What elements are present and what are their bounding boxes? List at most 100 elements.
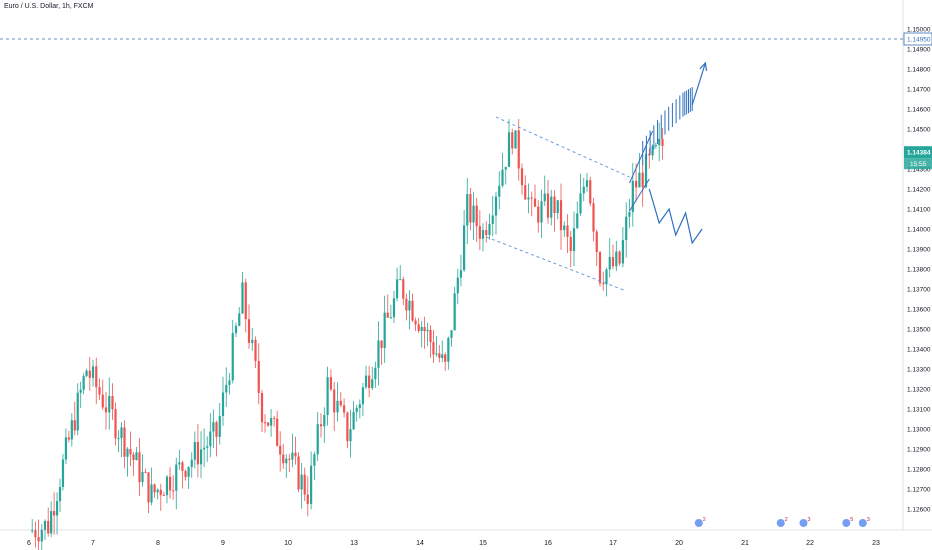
countdown-box [904,158,932,170]
candle-body [546,193,550,218]
level-price-label: 1.14950 [907,37,931,44]
candle-body [635,180,638,188]
candle-body [374,367,377,380]
candle-body [595,231,598,253]
candles [31,119,664,550]
candle-body [175,464,178,491]
candle-body [76,392,79,431]
price-tick-label: 1.12800 [907,467,931,474]
candle-body [126,448,129,457]
candle-body [215,422,218,437]
bullish-arrow-line[interactable] [691,62,706,106]
candle-body [514,130,517,149]
candle-body [285,458,288,464]
candle-body [368,375,371,389]
candle-body [108,396,111,413]
candle-body [153,484,156,493]
candle-body [117,438,120,440]
time-tick-label: 9 [221,540,225,547]
candle-body [463,225,466,271]
candle-body [507,132,511,167]
candle-body [199,449,203,465]
event-marker[interactable]: 5 [842,517,853,527]
price-tick-label: 1.14100 [907,207,931,214]
candle-body [399,279,402,281]
candle-body [537,206,540,223]
candle-body [527,197,530,200]
candle-body [524,185,527,200]
candle-body [618,251,621,264]
event-count: 2 [785,517,788,523]
candle-body [234,325,238,334]
time-tick-label: 21 [741,540,749,547]
candle-body [190,459,193,467]
candle-body [336,400,339,413]
candle-body [625,216,628,241]
candle-body [598,252,602,284]
candle-body [641,172,644,188]
price-tick-label: 1.13100 [907,407,931,414]
candle-body [556,200,559,214]
time-tick-label: 23 [872,540,880,547]
time-tick-label: 22 [806,540,814,547]
time-tick-label: 8 [156,540,160,547]
candle-body [472,205,475,223]
candle-body [297,456,300,490]
up-channel-upper-line[interactable] [629,130,654,184]
candle-body [254,339,257,362]
down-channel-lower-line[interactable] [486,236,627,292]
candle-body [95,366,98,388]
candle-body [244,282,247,320]
flag-icon [858,519,867,527]
price-tick-label: 1.13600 [907,307,931,314]
up-channel-lower-line[interactable] [629,178,650,212]
flag-icon [842,519,851,527]
candle-body [654,145,657,147]
candle-body [37,537,40,542]
candle-body [306,494,309,504]
candle-body [270,418,273,426]
event-marker[interactable]: 3 [799,517,811,527]
candle-body [225,385,228,393]
event-marker[interactable]: 2 [776,517,788,527]
candle-body [408,300,411,311]
candle-body [444,354,447,362]
candle-body [511,132,514,149]
chart-title: Euro / U.S. Dollar, 1h, FXCM [4,3,94,10]
candle-body [329,377,332,390]
candle-body [553,196,556,214]
candle-body [178,462,181,465]
price-tick-label: 1.14000 [907,227,931,234]
candle-body [631,180,634,213]
down-channel-upper-line[interactable] [495,116,630,178]
candle-body [494,196,498,216]
bearish-zigzag-path[interactable] [648,188,703,245]
candle-body [58,486,62,502]
price-tick-label: 1.13700 [907,287,931,294]
event-count: 2 [703,517,706,523]
candle-body [481,230,485,239]
candle-body [43,520,47,530]
candle-body [129,448,132,455]
candle-body [478,226,481,239]
candle-body [395,279,399,299]
price-tick-label: 1.14900 [907,47,931,54]
time-tick-label: 17 [609,540,617,547]
event-marker[interactable]: 3 [858,517,870,527]
price-tick-label: 1.15000 [907,27,931,34]
price-tick-label: 1.14200 [907,187,931,194]
candle-body [592,203,595,232]
candle-body [611,257,615,267]
candle-body [34,530,37,538]
candle-body [85,370,88,377]
candle-body [303,474,306,495]
candle-body [456,277,459,294]
event-marker[interactable]: 2 [694,517,706,527]
candle-body [47,520,50,534]
candle-body [658,138,661,146]
candle-body [435,353,438,355]
candle-body [441,354,444,358]
candle-body [221,392,225,416]
bullish-arrow-head [699,61,708,72]
